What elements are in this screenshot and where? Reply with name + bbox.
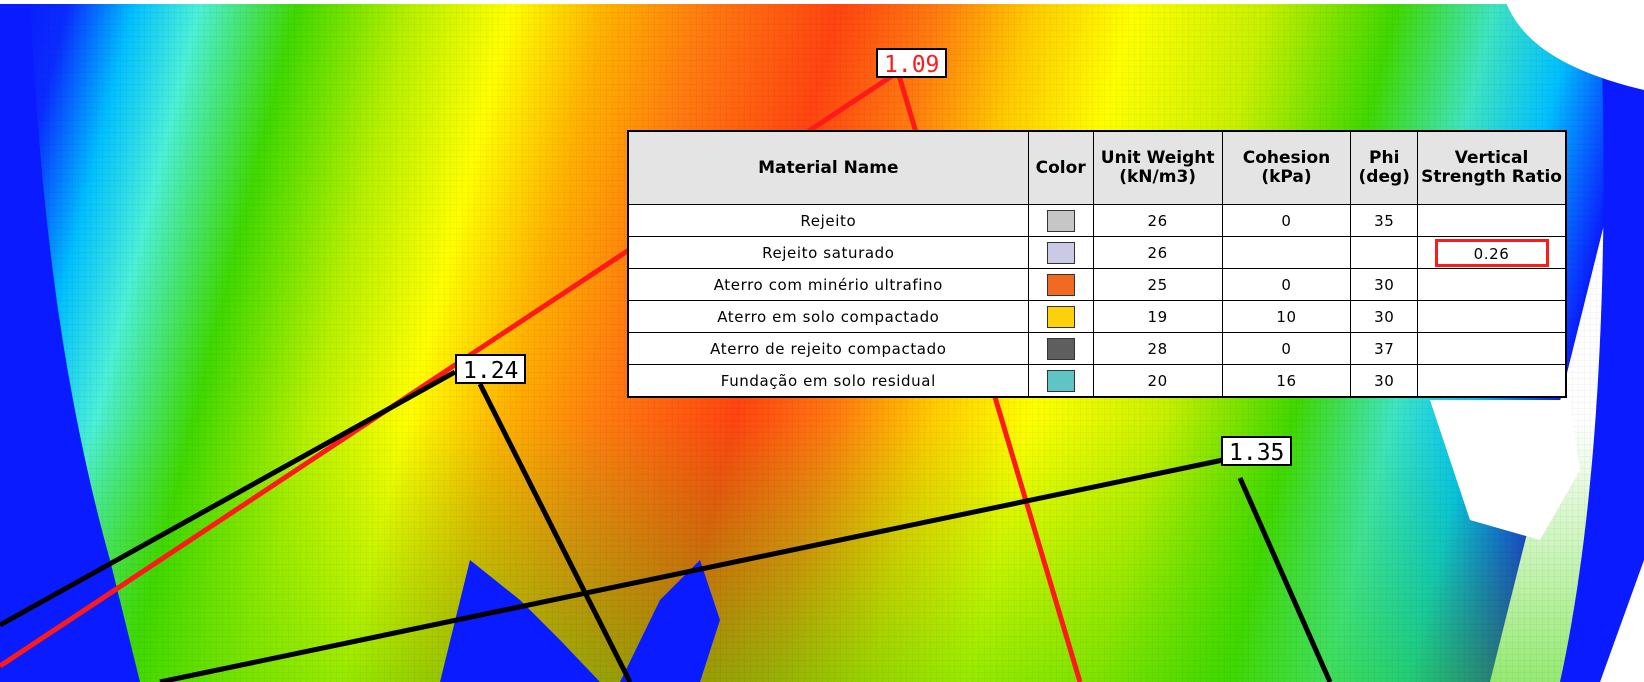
- material-name-cell: Fundação em solo residual: [627, 364, 1029, 398]
- fos-2-line-left: [0, 369, 457, 628]
- cohesion-cell: 16: [1221, 364, 1352, 398]
- material-name-cell: Rejeito: [627, 204, 1029, 237]
- material-name-cell: Aterro em solo compactado: [627, 300, 1029, 333]
- unit-weight-cell: 25: [1092, 268, 1223, 301]
- table-header-row: Material Name Color Unit Weight (kN/m3) …: [627, 130, 1567, 205]
- header-unit-weight: Unit Weight (kN/m3): [1092, 130, 1223, 205]
- color-cell: [1027, 332, 1094, 365]
- material-color-swatch: [1046, 369, 1075, 392]
- cohesion-cell: 10: [1221, 300, 1352, 333]
- vertical-strength-ratio-cell: [1417, 332, 1567, 365]
- phi-cell: [1350, 236, 1419, 269]
- color-cell: [1027, 204, 1094, 237]
- fos-3-line-left: [159, 457, 1224, 682]
- cohesion-cell: 0: [1221, 268, 1352, 301]
- factor-of-safety-label-1-35: 1.35: [1221, 436, 1293, 466]
- material-name-cell: Aterro com minério ultrafino: [627, 268, 1029, 301]
- material-color-swatch: [1046, 209, 1075, 232]
- phi-cell: 30: [1350, 364, 1419, 398]
- color-cell: [1027, 364, 1094, 398]
- color-cell: [1027, 300, 1094, 333]
- table-row: Aterro com minério ultrafino 25 0 30: [627, 268, 1567, 301]
- factor-of-safety-label-1-24: 1.24: [455, 354, 527, 384]
- unit-weight-cell: 20: [1092, 364, 1223, 398]
- unit-weight-cell: 19: [1092, 300, 1223, 333]
- material-color-swatch: [1046, 273, 1075, 296]
- phi-cell: 30: [1350, 268, 1419, 301]
- fos-3-line-right: [1237, 476, 1333, 682]
- unit-weight-cell: 26: [1092, 204, 1223, 237]
- material-name-cell: Rejeito saturado: [627, 236, 1029, 269]
- phi-cell: 30: [1350, 300, 1419, 333]
- vertical-strength-ratio-cell: [1417, 300, 1567, 333]
- table-row: Aterro de rejeito compactado 28 0 37: [627, 332, 1567, 365]
- vertical-strength-ratio-cell: [1417, 204, 1567, 237]
- material-properties-table: Material Name Color Unit Weight (kN/m3) …: [627, 130, 1567, 398]
- color-cell: [1027, 236, 1094, 269]
- table-row: Rejeito 26 0 35: [627, 204, 1567, 237]
- cohesion-cell: 0: [1221, 332, 1352, 365]
- material-color-swatch: [1046, 337, 1075, 360]
- phi-cell: 37: [1350, 332, 1419, 365]
- table-row: Fundação em solo residual 20 16 30: [627, 364, 1567, 398]
- color-cell: [1027, 268, 1094, 301]
- cohesion-cell: 0: [1221, 204, 1352, 237]
- header-material-name: Material Name: [627, 130, 1029, 205]
- header-phi: Phi (deg): [1350, 130, 1419, 205]
- header-color: Color: [1027, 130, 1094, 205]
- cohesion-cell: [1221, 236, 1352, 269]
- highlighted-strength-ratio: 0.26: [1434, 238, 1549, 267]
- header-vertical-strength-ratio: Vertical Strength Ratio: [1417, 130, 1567, 205]
- vertical-strength-ratio-cell: 0.26: [1417, 236, 1567, 269]
- material-name-cell: Aterro de rejeito compactado: [627, 332, 1029, 365]
- unit-weight-cell: 26: [1092, 236, 1223, 269]
- table-row: Aterro em solo compactado 19 10 30: [627, 300, 1567, 333]
- factor-of-safety-label-1-09: 1.09: [876, 48, 948, 78]
- unit-weight-cell: 28: [1092, 332, 1223, 365]
- material-color-swatch: [1046, 305, 1075, 328]
- table-row: Rejeito saturado 26 0.26: [627, 236, 1567, 269]
- material-color-swatch: [1046, 241, 1075, 264]
- header-cohesion: Cohesion (kPa): [1221, 130, 1352, 205]
- vertical-strength-ratio-cell: [1417, 364, 1567, 398]
- fos-2-line-right: [477, 382, 633, 682]
- phi-cell: 35: [1350, 204, 1419, 237]
- vertical-strength-ratio-cell: [1417, 268, 1567, 301]
